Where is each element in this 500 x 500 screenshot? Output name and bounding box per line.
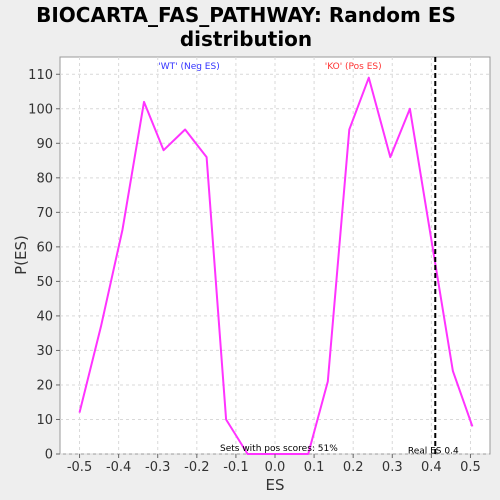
real-es-label: Real ES 0.4 [408, 447, 459, 457]
y-tick-label: 40 [36, 309, 53, 324]
x-tick-label: -0.4 [106, 460, 131, 475]
x-tick-label: 0.3 [382, 460, 403, 475]
x-axis-label: ES [266, 476, 285, 494]
chart-title-line-2: distribution [180, 27, 312, 51]
pos-es-label: 'KO' (Pos ES) [325, 62, 382, 72]
y-tick-label: 90 [36, 137, 53, 152]
y-tick-label: 50 [36, 275, 53, 290]
x-tick-label: 0.1 [304, 460, 325, 475]
y-tick-label: 60 [36, 240, 53, 255]
neg-es-label: 'WT' (Neg ES) [158, 62, 219, 72]
x-tick-label: 0.4 [421, 460, 442, 475]
series-layer [78, 76, 474, 455]
y-axis-label: P(ES) [12, 235, 30, 275]
y-tick-label: 100 [28, 102, 53, 117]
y-tick-label: 20 [36, 378, 53, 393]
y-tick-label: 70 [36, 206, 53, 221]
y-tick-label: 110 [28, 68, 53, 83]
es-distribution-line [78, 76, 474, 455]
x-tick-label: -0.3 [145, 460, 170, 475]
x-tick-label: -0.1 [223, 460, 248, 475]
chart-title-line-1: BIOCARTA_FAS_PATHWAY: Random ES [36, 3, 456, 27]
x-tick-label: 0.5 [460, 460, 481, 475]
x-tick-label: 0.0 [265, 460, 286, 475]
x-tick-label: -0.5 [67, 460, 92, 475]
x-tick-label: 0.2 [343, 460, 364, 475]
y-tick-label: 30 [36, 344, 53, 359]
y-tick-label: 10 [36, 413, 53, 428]
x-tick-label: -0.2 [184, 460, 209, 475]
y-tick-label: 80 [36, 171, 53, 186]
x-ticks: -0.5 -0.4 -0.3 -0.2 -0.1 0.0 0.1 0.2 0.3 0.4 0.5 [67, 454, 481, 475]
y-ticks: 0 10 20 30 40 50 60 70 80 90 100 110 [28, 68, 60, 463]
y-tick-label: 0 [45, 448, 53, 463]
grid-lines [60, 57, 490, 455]
pos-scores-label: Sets with pos scores: 51% [220, 444, 338, 454]
